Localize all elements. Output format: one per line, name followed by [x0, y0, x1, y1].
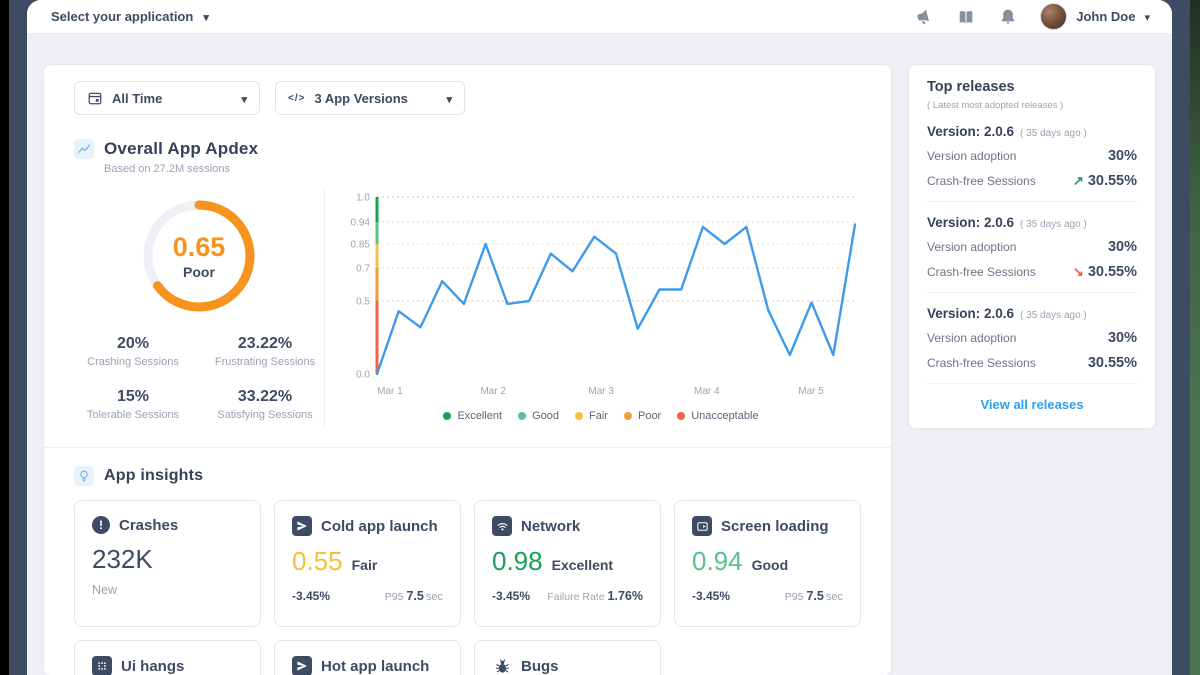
trend-up-icon: 30.55%: [1073, 173, 1137, 189]
svg-text:Mar 1: Mar 1: [377, 386, 403, 397]
app-versions-label: 3 App Versions: [314, 90, 408, 106]
crashes-count: 232K: [92, 544, 153, 574]
apdex-gauge-column: 0.65 Poor 20% Crashing Sessions 23.22% F…: [74, 189, 325, 429]
insight-cards: Crashes 232K New Cold app launch: [74, 500, 861, 675]
legend-dot-icon: [518, 412, 527, 420]
top-releases-header: Top releases ( Latest most adopted relea…: [927, 79, 1064, 111]
topbar-actions: John Doe: [914, 3, 1150, 30]
insights-section-header: App insights: [74, 466, 861, 486]
application-selector-label: Select your application: [51, 9, 194, 24]
alert-circle-icon: [92, 516, 110, 534]
apdex-body: 0.65 Poor 20% Crashing Sessions 23.22% F…: [74, 189, 861, 429]
chevron-down-icon: [1144, 8, 1150, 26]
svg-text:Mar 5: Mar 5: [798, 386, 824, 397]
svg-text:0.94: 0.94: [351, 218, 371, 229]
svg-text:0.7: 0.7: [356, 264, 370, 275]
view-all-releases-link[interactable]: View all releases: [980, 397, 1084, 412]
dashboard-card: All Time 3 App Versions Overall App Apde…: [43, 64, 892, 675]
legend-item: Poor: [623, 410, 661, 422]
backdrop-left: [0, 0, 9, 675]
stat-frustrating-sessions: 23.22% Frustrating Sessions: [214, 335, 316, 368]
svg-text:0.85: 0.85: [351, 240, 371, 251]
apdex-gauge: 0.65 Poor: [140, 197, 258, 315]
paper-plane-icon: [292, 656, 312, 675]
legend-dot-icon: [623, 412, 632, 420]
application-selector[interactable]: Select your application: [51, 9, 209, 24]
svg-text:Mar 3: Mar 3: [588, 386, 614, 397]
stat-crashing-sessions: 20% Crashing Sessions: [87, 335, 179, 368]
wifi-icon: [492, 516, 512, 536]
release-item: Version: 2.0.6 ( 35 days ago ) Version a…: [927, 111, 1137, 202]
insights-title: App insights: [104, 467, 204, 484]
chart-legend: Excellent Good Fair Poor Unacceptable: [341, 410, 861, 422]
apdex-rating: Poor: [183, 264, 215, 280]
stat-satisfying-sessions: 33.22% Satisfying Sessions: [217, 388, 313, 421]
code-icon: [288, 93, 305, 104]
apdex-chart-column: 0.0 0.5 0.7 0.85 0.94 1.0 Mar 1 Mar 2 Mar 3 Mar 4…: [325, 189, 861, 429]
legend-item: Fair: [575, 410, 608, 422]
top-releases-panel: Top releases ( Latest most adopted relea…: [908, 64, 1156, 429]
legend-dot-icon: [443, 412, 452, 420]
svg-text:Mar 4: Mar 4: [694, 386, 720, 397]
trend-down-icon: 30.55%: [1073, 264, 1137, 280]
calendar-icon: [88, 92, 102, 105]
notifications-bell-icon[interactable]: [998, 7, 1018, 27]
apdex-title: Overall App Apdex: [104, 139, 259, 158]
paper-plane-icon: [292, 516, 312, 536]
legend-item: Good: [518, 410, 559, 422]
line-chart-icon: [74, 139, 94, 159]
section-divider: [44, 447, 891, 448]
megaphone-icon[interactable]: [914, 7, 934, 27]
insight-card-crashes[interactable]: Crashes 232K New: [74, 500, 261, 627]
time-range-label: All Time: [112, 90, 163, 106]
backdrop-right: [1190, 0, 1200, 675]
chevron-down-icon: [241, 91, 247, 106]
stat-tolerable-sessions: 15% Tolerable Sessions: [86, 388, 180, 421]
frozen-grid-icon: [92, 656, 112, 675]
time-range-filter[interactable]: All Time: [74, 81, 260, 115]
svg-text:Mar 2: Mar 2: [480, 386, 506, 397]
docs-book-icon[interactable]: [956, 7, 976, 27]
chevron-down-icon: [446, 91, 452, 106]
legend-dot-icon: [677, 412, 686, 420]
lightbulb-icon: [74, 466, 94, 486]
insight-card-ui-hangs[interactable]: Ui hangs 0.22 Unacceptable: [74, 640, 261, 675]
crashes-sub: New: [92, 583, 118, 597]
chevron-down-icon: [203, 9, 209, 24]
apdex-section-header: Overall App Apdex: [74, 139, 861, 159]
release-item: Version: 2.0.6 ( 35 days ago ) Version a…: [927, 293, 1137, 384]
dashboard-content: All Time 3 App Versions Overall App Apde…: [27, 34, 1172, 675]
user-name: John Doe: [1076, 9, 1136, 24]
filter-bar: All Time 3 App Versions: [74, 81, 861, 115]
apdex-score: 0.65: [172, 232, 226, 262]
app-versions-filter[interactable]: 3 App Versions: [275, 81, 465, 115]
insight-card-bugs[interactable]: Bugs 232K: [474, 640, 661, 675]
apdex-subtitle: Based on 27.2M sessions: [104, 163, 230, 175]
svg-text:0.5: 0.5: [356, 297, 370, 308]
app-window: Select your application John Doe: [27, 0, 1172, 675]
session-stats: 20% Crashing Sessions 23.22% Frustrating…: [74, 335, 324, 421]
legend-item: Excellent: [443, 410, 502, 422]
user-menu[interactable]: John Doe: [1040, 3, 1150, 30]
bug-icon: [492, 656, 512, 675]
legend-item: Unacceptable: [677, 410, 759, 422]
insight-card-hot-app-launch[interactable]: Hot app launch 0.65 Poor: [274, 640, 461, 675]
legend-dot-icon: [575, 412, 584, 420]
insight-card-screen-loading[interactable]: Screen loading 0.94 Good -3.45% P95 7.5 se…: [674, 500, 861, 627]
screen-loading-icon: [692, 516, 712, 536]
svg-text:1.0: 1.0: [356, 193, 370, 204]
apdex-line-chart: 0.0 0.5 0.7 0.85 0.94 1.0 Mar 1 Mar 2 Mar 3 Mar 4…: [351, 193, 857, 397]
topbar: Select your application John Doe: [27, 0, 1172, 34]
insight-card-network[interactable]: Network 0.98 Excellent -3.45% Failure Ra…: [474, 500, 661, 627]
insight-card-cold-app-launch[interactable]: Cold app launch 0.55 Fair -3.45% P95 7.5 s…: [274, 500, 461, 627]
svg-text:0.0: 0.0: [356, 370, 370, 381]
release-item: Version: 2.0.6 ( 35 days ago ) Version a…: [927, 202, 1137, 293]
avatar: [1040, 3, 1068, 30]
